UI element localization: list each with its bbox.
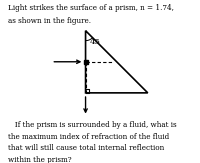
Text: within the prism?: within the prism?	[8, 156, 72, 163]
Text: 45: 45	[89, 38, 100, 46]
Text: the maximum index of refraction of the fluid: the maximum index of refraction of the f…	[8, 133, 169, 141]
Text: as shown in the figure.: as shown in the figure.	[8, 17, 91, 25]
Text: that will still cause total internal reflection: that will still cause total internal ref…	[8, 144, 164, 152]
Text: If the prism is surrounded by a fluid, what is: If the prism is surrounded by a fluid, w…	[8, 121, 177, 129]
Text: Light strikes the surface of a prism, n = 1.74,: Light strikes the surface of a prism, n …	[8, 4, 174, 12]
